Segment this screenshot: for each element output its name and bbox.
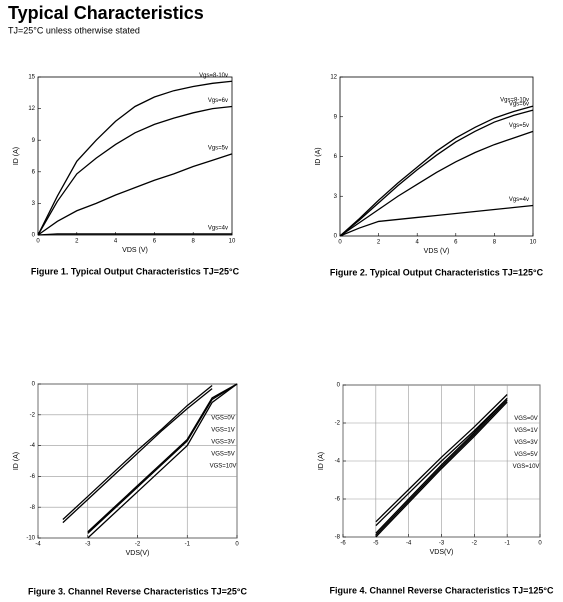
y-axis-label: ID (A) [13,452,20,470]
y-axis-label: ID (A) [318,452,325,470]
x-tick-label: -1 [504,541,510,547]
legend-entry: VGS=5V [211,451,235,457]
x-tick-label: -6 [340,541,346,547]
x-tick-label: 10 [229,239,236,245]
chart-caption: Figure 3. Channel Reverse Characteristic… [28,586,247,596]
y-tick-label: 15 [28,75,35,81]
x-tick-label: 6 [153,239,157,245]
series-line [62,385,213,520]
y-tick-label: -2 [335,421,341,427]
chart-caption: Figure 1. Typical Output Characteristics… [31,266,240,276]
x-tick-label: -5 [373,541,379,547]
y-tick-label: -4 [335,459,341,465]
x-axis-label: VDS (V) [424,248,450,255]
series-line [339,109,534,237]
series-line [375,397,508,534]
legend-entry: VGS=1V [211,427,235,433]
series-label: Vgs=6v [208,98,228,104]
legend-entry: VGS=1V [514,428,538,434]
legend-entry: VGS=3V [514,440,538,446]
y-tick-label: 0 [334,234,338,240]
page-title: Typical Characteristics [8,3,204,23]
y-tick-label: 12 [28,106,35,112]
legend-entry: VGS=10V [210,463,237,469]
series-line [37,105,233,236]
x-tick-label: 2 [75,239,79,245]
series-line [37,153,233,236]
y-tick-label: 9 [334,114,338,120]
y-tick-label: 0 [32,382,36,388]
series-line [87,383,238,539]
y-tick-label: 6 [32,169,36,175]
x-axis-label: VDS(V) [430,549,454,556]
series-label: Vgs=5v [208,145,228,151]
y-tick-label: 6 [334,154,338,160]
y-axis-label: ID (A) [315,147,322,165]
x-tick-label: -1 [185,542,191,548]
x-axis-label: VDS (V) [122,247,148,254]
series-label: Vgs=8-10v [199,73,228,79]
x-tick-label: -4 [406,541,412,547]
series-line [37,233,232,236]
page-subtitle: TJ=25°C unless otherwise stated [8,25,140,35]
y-tick-label: -8 [30,505,36,511]
series-label: Vgs=6v [509,102,529,108]
series-label: Vgs=5v [509,123,529,129]
x-tick-label: -3 [439,541,445,547]
y-tick-label: -10 [26,536,35,542]
x-tick-label: 8 [192,239,196,245]
plot-frame [37,76,233,236]
x-tick-label: -2 [135,542,141,548]
y-tick-label: 0 [32,233,36,239]
x-tick-label: 4 [114,239,118,245]
legend-entry: VGS=10V [513,464,540,470]
series-line [375,399,508,536]
y-tick-label: -6 [30,474,36,480]
y-tick-label: 3 [334,194,338,200]
y-tick-label: 9 [32,138,36,144]
series-line [37,80,233,236]
legend-entry: VGS=0V [514,416,538,422]
legend-entry: VGS=0V [211,415,235,421]
series-line [87,383,238,533]
x-tick-label: -4 [35,542,41,548]
y-tick-label: -2 [30,412,36,418]
y-tick-label: 12 [330,75,337,81]
legend-entry: VGS=5V [514,452,538,458]
y-tick-label: -4 [30,443,36,449]
chart-caption: Figure 2. Typical Output Characteristics… [330,267,544,277]
chart-caption: Figure 4. Channel Reverse Characteristic… [330,585,554,595]
legend-entry: VGS=3V [211,439,235,445]
x-axis-label: VDS(V) [126,550,150,557]
y-tick-label: -6 [335,497,341,503]
series-label: Vgs=4v [208,226,228,232]
series-label: Vgs=8-10v [500,98,529,104]
y-tick-label: 3 [32,201,36,207]
series-line [375,394,508,523]
x-tick-label: 0 [538,541,542,547]
x-tick-label: 2 [377,240,381,246]
series-label: Vgs=4v [509,197,529,203]
series-line [375,397,508,527]
series-line [339,204,534,237]
x-tick-label: 6 [454,240,458,246]
x-tick-label: 10 [530,240,537,246]
series-line [339,130,534,237]
y-tick-label: 0 [337,383,341,389]
x-tick-label: 0 [36,239,40,245]
series-line [339,105,534,237]
x-tick-label: 0 [338,240,342,246]
y-tick-label: -8 [335,535,341,541]
series-line [87,383,238,534]
x-tick-label: -2 [472,541,478,547]
series-line [375,401,508,538]
x-tick-label: 4 [416,240,420,246]
series-line [62,388,213,524]
y-axis-label: ID (A) [13,147,20,165]
x-tick-label: 0 [235,542,239,548]
x-tick-label: 8 [493,240,497,246]
x-tick-label: -3 [85,542,91,548]
